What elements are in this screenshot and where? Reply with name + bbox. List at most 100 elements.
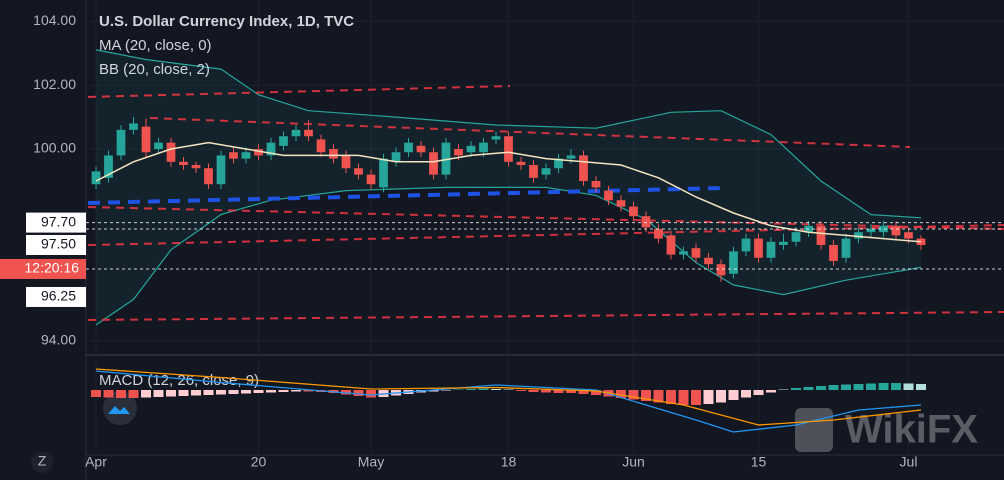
- y-tick-label: 100.00: [33, 140, 76, 156]
- candle-body: [479, 142, 488, 153]
- candle-body: [791, 232, 801, 242]
- macd-bar: [216, 390, 226, 395]
- logo-icon: [108, 406, 130, 414]
- macd-bar: [203, 390, 214, 395]
- candle-body: [766, 241, 776, 258]
- macd-bar: [341, 390, 351, 395]
- macd-bar: [491, 389, 501, 390]
- x-tick-label: 15: [751, 454, 767, 470]
- countdown: 12:20:16: [25, 260, 80, 276]
- candle-body: [116, 129, 126, 156]
- candle-body: [166, 142, 176, 162]
- macd-bar: [591, 390, 601, 395]
- candle-body: [891, 225, 901, 236]
- y-tick-label: 94.00: [41, 332, 76, 348]
- macd-bar: [253, 390, 264, 393]
- macd-bar: [166, 390, 176, 397]
- macd-bar: [866, 383, 876, 390]
- macd-bar: [828, 385, 839, 390]
- macd-bar: [428, 390, 439, 392]
- macd-label: MACD (12, 26, close, 9): [99, 372, 259, 389]
- macd-bar: [766, 390, 776, 393]
- candle-body: [616, 200, 626, 207]
- candle-body: [129, 123, 138, 130]
- price-label-box: [26, 234, 86, 255]
- candle-body: [529, 165, 538, 178]
- macd-bar: [528, 390, 539, 392]
- macd-bar: [553, 390, 564, 393]
- macd-bar: [916, 384, 926, 390]
- candle-body: [154, 142, 163, 150]
- timezone-button[interactable]: [31, 451, 53, 473]
- trend-line: [87, 311, 1004, 321]
- candle-body: [629, 206, 638, 217]
- candle-body: [454, 149, 463, 156]
- candle-body: [404, 142, 413, 153]
- macd-bar: [891, 383, 901, 390]
- logo[interactable]: [103, 391, 137, 425]
- timezone-label: Z: [38, 453, 47, 469]
- macd-bar: [141, 390, 151, 398]
- candle-body: [429, 152, 438, 175]
- macd-bar: [466, 389, 476, 390]
- countdown-box: [0, 258, 86, 279]
- candle-body: [316, 139, 326, 153]
- candle-body: [579, 155, 588, 182]
- candle-body: [304, 129, 313, 137]
- macd-bar: [191, 390, 201, 396]
- candle-body: [591, 181, 601, 188]
- y-tick-label: 104.00: [33, 12, 76, 28]
- macd-bar: [541, 390, 551, 393]
- watermark-icon: [795, 408, 833, 452]
- macd-bar: [303, 390, 314, 392]
- candle-body: [841, 238, 851, 258]
- x-tick-label: Jun: [622, 454, 645, 470]
- candle-body: [191, 165, 201, 169]
- candle-body: [854, 232, 863, 239]
- candle-body: [216, 155, 226, 185]
- x-tick-label: May: [358, 454, 384, 470]
- candle-body: [666, 235, 676, 255]
- macd-bar: [128, 390, 139, 398]
- candle-body: [516, 161, 526, 166]
- candle-body: [654, 228, 663, 239]
- macd-bar: [903, 383, 914, 390]
- trend-line: [87, 186, 726, 205]
- candle-body: [754, 238, 763, 258]
- candle-body: [704, 257, 713, 265]
- candle-body: [466, 145, 476, 153]
- macd-bar: [641, 390, 651, 401]
- x-tick-label: Jul: [900, 454, 918, 470]
- macd-bar: [578, 390, 589, 394]
- macd-bar: [778, 389, 789, 390]
- macd-bar: [566, 390, 576, 393]
- macd-bar: [653, 390, 664, 403]
- candle-body: [416, 145, 426, 153]
- macd-bar: [353, 390, 364, 396]
- macd-bar: [878, 383, 889, 390]
- price-label: 96.25: [41, 288, 76, 304]
- candle-body: [354, 168, 363, 175]
- macd-bar: [803, 387, 814, 390]
- candle-body: [554, 158, 563, 169]
- macd-bar: [741, 390, 751, 398]
- trend-lines: [87, 85, 1004, 321]
- watermark: WikiFX: [845, 408, 978, 452]
- candle-body: [679, 251, 688, 255]
- macd-bar: [628, 390, 639, 400]
- candle-body: [729, 251, 738, 274]
- macd-line: [95, 368, 922, 426]
- macd-bar: [853, 384, 864, 390]
- price-label-box: [26, 286, 86, 307]
- trend-line: [87, 85, 511, 98]
- candle-body: [441, 142, 451, 175]
- macd-bar: [816, 386, 826, 390]
- candle-body: [254, 149, 263, 156]
- macd-bar: [666, 390, 676, 404]
- macd-bar: [516, 390, 526, 391]
- macd-line: [95, 370, 922, 433]
- candle-body: [104, 155, 113, 178]
- macd-bar: [691, 390, 701, 405]
- candle-body: [816, 225, 826, 245]
